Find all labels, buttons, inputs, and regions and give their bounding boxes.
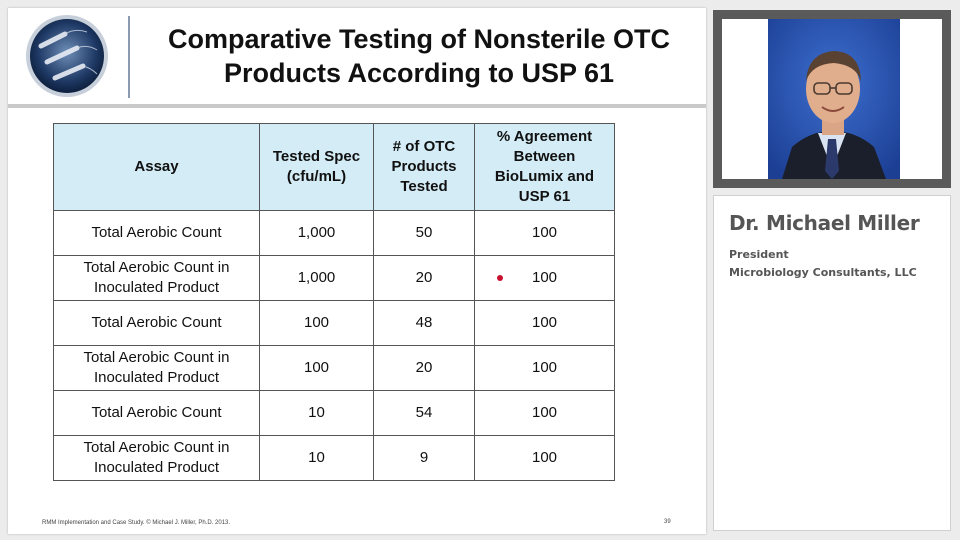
cell-spec: 1,000 [259, 210, 374, 256]
table-row: Total Aerobic Count in Inoculated Product… [53, 255, 615, 301]
cell-count: 48 [373, 300, 475, 346]
laser-pointer-icon [497, 275, 503, 281]
cell-assay: Total Aerobic Count in Inoculated Product [53, 435, 260, 481]
cell-agreement: 100 [474, 390, 615, 436]
cell-assay: Total Aerobic Count [53, 300, 260, 346]
cell-count: 20 [373, 345, 475, 391]
slide-title: Comparative Testing of Nonsterile OTC Pr… [134, 22, 704, 90]
cell-count: 50 [373, 210, 475, 256]
presenter-portrait-icon [722, 19, 942, 179]
slide-page-number: 39 [664, 519, 671, 525]
title-line-2: Products According to USP 61 [223, 58, 615, 88]
slide-header: Comparative Testing of Nonsterile OTC Pr… [8, 8, 706, 103]
table-row: Total Aerobic Count 100 48 100 [53, 300, 615, 346]
bacteria-logo-icon [26, 15, 108, 97]
presenter-role: President [729, 248, 789, 261]
table-row: Total Aerobic Count in Inoculated Product… [53, 345, 615, 391]
cell-agreement: 100 [474, 210, 615, 256]
cell-spec: 10 [259, 390, 374, 436]
cell-agreement: 100 [474, 345, 615, 391]
cell-spec: 100 [259, 300, 374, 346]
cell-count: 20 [373, 255, 475, 301]
table-row: Total Aerobic Count 1,000 50 100 [53, 210, 615, 256]
header-rule [8, 104, 706, 108]
cell-assay: Total Aerobic Count in Inoculated Product [53, 345, 260, 391]
header-tested-spec: Tested Spec (cfu/mL) [259, 123, 374, 211]
cell-assay: Total Aerobic Count [53, 210, 260, 256]
header-divider [128, 16, 130, 98]
presenter-video-frame [713, 10, 951, 188]
cell-spec: 1,000 [259, 255, 374, 301]
cell-count: 9 [373, 435, 475, 481]
cell-agreement: 100 [474, 300, 615, 346]
table-row: Total Aerobic Count in Inoculated Product… [53, 435, 615, 481]
header-products-tested: # of OTC Products Tested [373, 123, 475, 211]
slide-panel: Comparative Testing of Nonsterile OTC Pr… [8, 8, 706, 534]
header-assay: Assay [53, 123, 260, 211]
slide-footer: RMM Implementation and Case Study. © Mic… [42, 520, 231, 526]
comparison-table: Assay Tested Spec (cfu/mL) # of OTC Prod… [53, 123, 615, 481]
cell-spec: 10 [259, 435, 374, 481]
presenter-name: Dr. Michael Miller [729, 211, 920, 235]
presenter-photo [722, 19, 942, 179]
presenter-organization: Microbiology Consultants, LLC [729, 266, 917, 279]
cell-agreement: 100 [474, 435, 615, 481]
header-agreement: % Agreement Between BioLumix and USP 61 [474, 123, 615, 211]
presenter-info-panel: Dr. Michael Miller President Microbiolog… [713, 195, 951, 531]
table-row: Total Aerobic Count 10 54 100 [53, 390, 615, 436]
cell-assay: Total Aerobic Count [53, 390, 260, 436]
cell-count: 54 [373, 390, 475, 436]
title-line-1: Comparative Testing of Nonsterile OTC [167, 24, 671, 54]
cell-agreement: 100 [474, 255, 615, 301]
cell-assay: Total Aerobic Count in Inoculated Product [53, 255, 260, 301]
cell-spec: 100 [259, 345, 374, 391]
table-header-row: Assay Tested Spec (cfu/mL) # of OTC Prod… [53, 123, 615, 211]
